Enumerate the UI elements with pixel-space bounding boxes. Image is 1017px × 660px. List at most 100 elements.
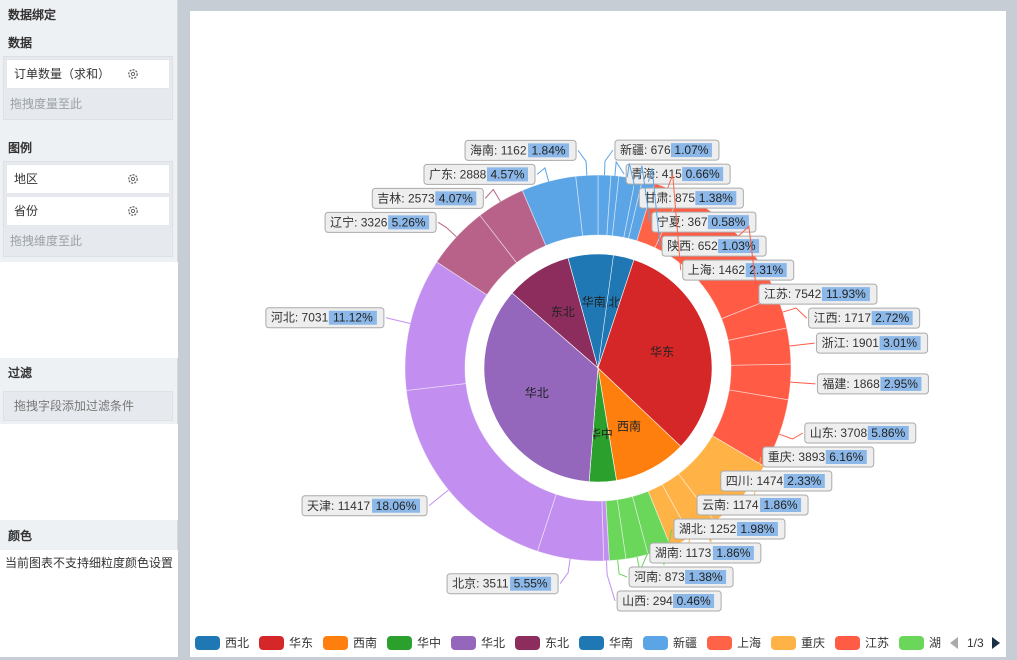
label-leader-line: [626, 163, 638, 199]
outer-slice-label-湖北: 湖北: 1252 1.98%: [659, 518, 786, 567]
inner-slice-华南[interactable]: [567, 253, 614, 369]
dimension-field-region[interactable]: 地区: [6, 164, 170, 194]
dimension-drop-hint: 拖拽维度至此: [10, 234, 83, 248]
label-name-value: 甘肃: 875: [644, 191, 695, 205]
label-pct-badge: [867, 426, 909, 440]
label-pct: 5.55%: [514, 577, 548, 591]
measure-drop-hint: 拖拽度量至此: [10, 97, 83, 111]
label-leader-line: [484, 188, 501, 202]
legend-swatch: [323, 636, 348, 650]
label-name-value: 上海: 1462: [688, 262, 746, 277]
label-pct: 5.86%: [871, 426, 905, 440]
legend-item-华中[interactable]: 华中: [387, 635, 441, 650]
inner-slice-label: 华中: [589, 426, 613, 441]
label-name-value: 浙江: 1901: [822, 336, 880, 350]
label-pct-badge: [388, 215, 430, 230]
legend-item-湖[interactable]: 湖: [899, 635, 941, 650]
legend-svg: 西北 华东 西南 华中 华北 东北 华南 新疆 上海 重庆 江苏 湖 1/3: [195, 635, 1000, 650]
label-name-value: 湖北: 1252: [679, 521, 737, 536]
legend-swatch: [579, 636, 604, 650]
label-pct-badge: [736, 522, 778, 536]
label-pct: 2.31%: [749, 263, 783, 277]
label-name-value: 吉林: 2573: [377, 191, 435, 205]
label-pct-badge: [825, 450, 867, 464]
label-name-value: 江苏: 7542: [764, 287, 822, 301]
gear-icon[interactable]: [127, 68, 139, 80]
legend-item-华东[interactable]: 华东: [259, 636, 313, 650]
label-pct: 4.07%: [439, 191, 473, 205]
label-name-value: 山西: 294: [622, 594, 673, 608]
outer-slice-label-上海: 上海: 1462 2.31%: [667, 174, 795, 281]
outer-slice-海南[interactable]: [575, 174, 599, 237]
inner-slice-西南[interactable]: [597, 367, 682, 481]
label-pct-badge: [783, 474, 825, 488]
label-pct-badge: [685, 570, 727, 584]
label-leader-line: [789, 342, 815, 347]
legend-item-江苏[interactable]: 江苏: [835, 636, 889, 650]
legend-item-新疆[interactable]: 新疆: [643, 635, 697, 650]
label-pct-badge: [880, 376, 922, 391]
data-binding-panel: 数据绑定 数据 订单数量（求和） 拖拽度量至此 图例 地区 省份 拖拽维度至此 …: [0, 0, 178, 657]
label-pct: 11.12%: [333, 311, 373, 325]
inner-slice-华北[interactable]: [483, 292, 599, 482]
legend-item-华北[interactable]: 华北: [451, 636, 505, 650]
label-pct: 11.93%: [826, 287, 866, 301]
legend-label: 西北: [225, 636, 249, 650]
legend-item-东北[interactable]: 东北: [515, 636, 569, 650]
measure-field-order-count[interactable]: 订单数量（求和）: [6, 59, 170, 89]
legend-swatch: [195, 636, 220, 650]
legend-label: 新疆: [673, 635, 697, 650]
label-pct: 1.86%: [764, 498, 798, 512]
label-name-value: 辽宁: 3326: [330, 214, 388, 229]
legend-item-华南[interactable]: 华南: [579, 635, 633, 650]
label-name-value: 新疆: 676: [620, 142, 671, 157]
label-pct: 1.03%: [722, 239, 756, 253]
measure-drop-zone[interactable]: 订单数量（求和） 拖拽度量至此: [3, 56, 173, 120]
dimension-drop-zone[interactable]: 地区 省份 拖拽维度至此: [3, 161, 173, 257]
gear-icon[interactable]: [127, 205, 139, 217]
legend-item-西南[interactable]: 西南: [323, 635, 377, 650]
color-section-title: 颜色: [8, 529, 33, 543]
inner-slice-label: 华北: [525, 386, 549, 400]
filter-section-title: 过滤: [8, 366, 33, 380]
dimension-field-province[interactable]: 省份: [6, 196, 170, 226]
outer-slice-label-河北: 河北: 7031 11.12%: [265, 307, 411, 329]
label-leader-line: [614, 160, 625, 176]
outer-slice-label-海南: 海南: 1162 1.84%: [464, 139, 588, 176]
legend-swatch: [515, 636, 540, 650]
label-pct: 0.58%: [711, 215, 745, 229]
label-pct-badge: [372, 498, 421, 513]
legend-label: 上海: [737, 635, 761, 650]
dimension-field-label: 地区: [14, 172, 39, 186]
label-name-value: 海南: 1162: [470, 142, 527, 157]
label-pct: 2.33%: [787, 474, 821, 488]
label-pct: 1.98%: [740, 522, 774, 536]
legend-swatch: [835, 636, 860, 650]
inner-slice-华东[interactable]: [597, 259, 713, 447]
label-leader-line: [559, 558, 571, 585]
label-pct: 1.86%: [716, 546, 750, 560]
legend-label: 江苏: [865, 636, 889, 650]
legend-prev-page-icon[interactable]: [950, 637, 958, 649]
color-settings-note: 当前图表不支持细粒度颜色设置: [0, 550, 178, 657]
legend-label: 东北: [545, 636, 569, 650]
label-pct-badge: [745, 263, 787, 278]
label-name-value: 江西: 1717: [814, 311, 872, 325]
outer-slice-label-河南: 河南: 873 1.38%: [617, 559, 734, 588]
outer-slice-label-北京: 北京: 3511 5.55%: [446, 558, 571, 595]
legend-next-page-icon[interactable]: [992, 637, 1000, 649]
legend-item-上海[interactable]: 上海: [707, 635, 761, 650]
legend-item-重庆[interactable]: 重庆: [771, 636, 825, 650]
label-name-value: 河北: 7031: [271, 311, 329, 325]
label-name-value: 云南: 1174: [702, 497, 759, 512]
outer-slice-label-山西: 山西: 294 0.46%: [605, 560, 722, 612]
label-pct-badge: [712, 546, 754, 560]
filter-drop-zone[interactable]: 拖拽字段添加过滤条件: [3, 391, 173, 421]
label-pct-badge: [528, 143, 570, 158]
legend-item-西北[interactable]: 西北: [195, 636, 249, 650]
gear-icon[interactable]: [127, 173, 139, 185]
label-leader-line: [577, 150, 588, 176]
outer-slice-label-江苏: 江苏: 7542 11.93%: [738, 225, 878, 305]
label-pct: 1.38%: [699, 191, 733, 205]
data-section-title: 数据: [8, 36, 33, 50]
